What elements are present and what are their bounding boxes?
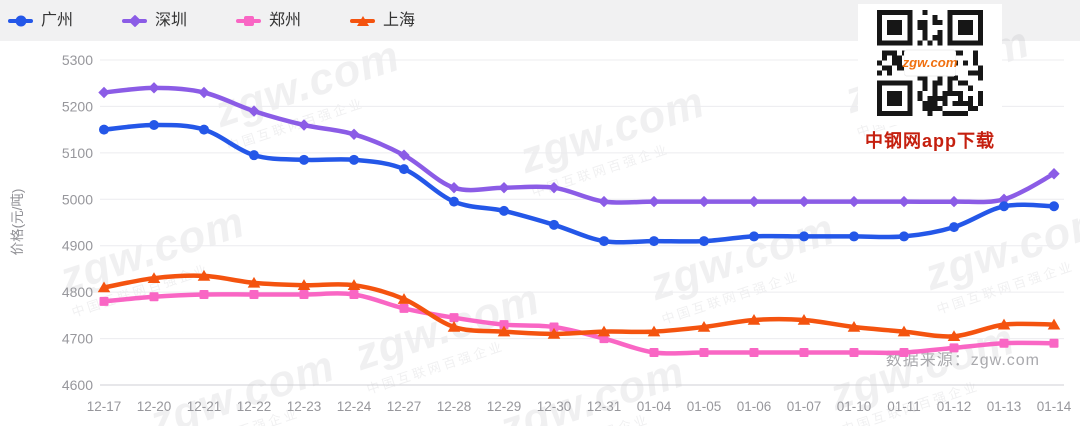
svg-text:12-27: 12-27 xyxy=(387,399,422,414)
series-shenzhen-line xyxy=(98,82,1060,208)
svg-text:4900: 4900 xyxy=(62,238,93,254)
svg-text:12-23: 12-23 xyxy=(287,399,322,414)
series-shanghai-line xyxy=(97,269,1061,342)
svg-text:5300: 5300 xyxy=(62,52,93,68)
svg-text:5200: 5200 xyxy=(62,98,93,114)
svg-text:01-07: 01-07 xyxy=(787,399,822,414)
svg-text:4800: 4800 xyxy=(62,284,93,300)
data-source-note: 数据来源：zgw.com xyxy=(885,352,1040,369)
svg-text:01-10: 01-10 xyxy=(837,399,872,414)
legend-label-guangzhou: 广州 xyxy=(41,11,74,29)
y-axis-title: 价格(元/吨) xyxy=(10,189,25,256)
svg-text:5100: 5100 xyxy=(62,145,93,161)
svg-text:12-31: 12-31 xyxy=(587,399,622,414)
svg-text:12-24: 12-24 xyxy=(337,399,372,414)
svg-text:01-13: 01-13 xyxy=(987,399,1022,414)
series-zhengzhou-line xyxy=(99,289,1059,357)
legend-label-shanghai: 上海 xyxy=(383,11,416,29)
svg-text:12-28: 12-28 xyxy=(437,399,472,414)
svg-text:12-17: 12-17 xyxy=(87,399,122,414)
legend-label-zhengzhou: 郑州 xyxy=(269,11,302,29)
legend-item-zhengzhou[interactable]: 郑州 xyxy=(236,11,302,29)
svg-text:4700: 4700 xyxy=(62,331,93,347)
legend-item-shenzhen[interactable]: 深圳 xyxy=(122,11,188,29)
svg-text:12-20: 12-20 xyxy=(137,399,172,414)
series-guangzhou-line xyxy=(99,120,1059,247)
svg-text:01-06: 01-06 xyxy=(737,399,772,414)
svg-text:12-21: 12-21 xyxy=(187,399,222,414)
qr-box: zgw.com xyxy=(858,4,1002,125)
x-axis-tick-labels: 12-17 12-20 12-21 12-22 12-23 12-24 12-27 12-28… xyxy=(87,399,1072,414)
svg-text:12-22: 12-22 xyxy=(237,399,272,414)
qr-logo-text: zgw.com xyxy=(902,55,958,70)
qr-code: zgw.com xyxy=(877,10,983,116)
legend-item-shanghai[interactable]: 上海 xyxy=(350,11,416,29)
svg-text:01-12: 01-12 xyxy=(937,399,972,414)
qr-card: zgw.com 中钢网app下载 xyxy=(858,4,1002,153)
qr-caption: 中钢网app下载 xyxy=(864,131,995,151)
svg-text:12-30: 12-30 xyxy=(537,399,572,414)
svg-text:01-14: 01-14 xyxy=(1037,399,1072,414)
svg-text:01-11: 01-11 xyxy=(887,399,921,414)
legend-label-shenzhen: 深圳 xyxy=(155,11,188,29)
line-diamond-marker-icon xyxy=(122,14,148,27)
svg-text:4600: 4600 xyxy=(62,377,93,393)
svg-text:5000: 5000 xyxy=(62,191,93,207)
svg-text:12-29: 12-29 xyxy=(487,399,522,414)
line-circle-marker-icon xyxy=(8,15,33,26)
svg-text:01-05: 01-05 xyxy=(687,399,722,414)
svg-text:01-04: 01-04 xyxy=(637,399,672,414)
line-square-marker-icon xyxy=(236,15,262,26)
line-triangle-marker-icon xyxy=(350,15,376,26)
y-axis-tick-labels: 4600 4700 4800 4900 5000 5100 5200 5300 xyxy=(62,52,93,393)
legend-item-guangzhou[interactable]: 广州 xyxy=(8,11,74,29)
